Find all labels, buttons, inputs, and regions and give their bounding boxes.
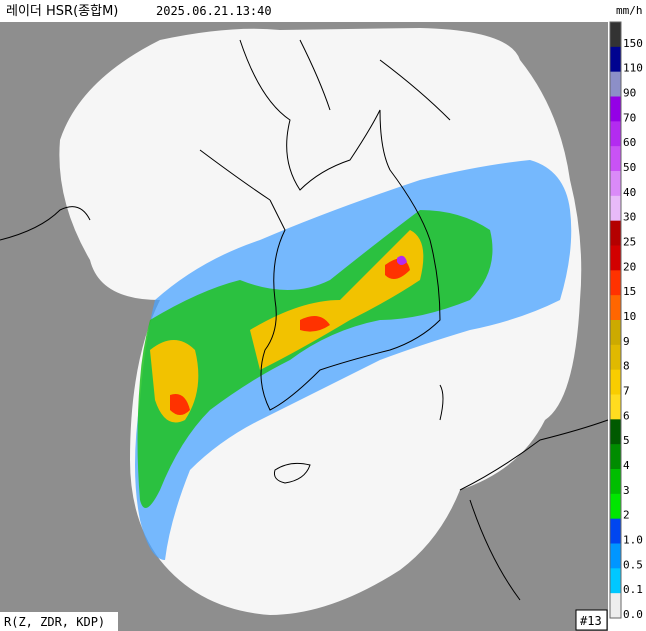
coastlines (0, 39, 609, 601)
legend-label: 10 (623, 310, 636, 323)
legend-label: 3 (623, 484, 630, 497)
legend-swatch (610, 518, 621, 544)
rain-extreme (397, 255, 407, 265)
legend-swatch (610, 543, 621, 569)
footer-variables: R(Z, ZDR, KDP) (4, 615, 105, 629)
legend-label: 110 (623, 62, 643, 75)
legend-label: 5 (623, 434, 630, 447)
legend-swatch (610, 295, 621, 321)
legend-swatch (610, 444, 621, 470)
legend-label: 15 (623, 285, 636, 298)
legend-swatch (610, 419, 621, 445)
header-bar (0, 0, 608, 22)
legend-label: 0.1 (623, 583, 643, 596)
legend-swatch (610, 568, 621, 594)
legend-swatch (610, 46, 621, 73)
legend-label: 20 (623, 260, 636, 273)
legend-swatch (610, 469, 621, 495)
legend-label: 70 (623, 111, 636, 124)
legend-label: 90 (623, 87, 636, 100)
legend-label: 7 (623, 385, 630, 398)
legend-swatch (610, 344, 621, 371)
legend-label: 30 (623, 211, 636, 224)
legend-label: 9 (623, 335, 630, 348)
legend-swatch (610, 96, 621, 122)
legend-label: 0.5 (623, 558, 643, 571)
legend-label: 2 (623, 509, 630, 522)
legend-label: 8 (623, 360, 630, 373)
legend-label: 50 (623, 161, 636, 174)
legend-swatch (610, 71, 621, 97)
legend-label: 4 (623, 459, 630, 472)
legend-unit: mm/h (616, 4, 643, 17)
legend-swatch (610, 270, 621, 296)
legend-label: 1.0 (623, 534, 643, 547)
legend-swatch (610, 593, 621, 619)
legend-swatch (610, 245, 621, 271)
title: 레이더 HSR(종합M) (6, 4, 118, 19)
legend-swatch (610, 146, 621, 172)
legend-swatch (610, 171, 621, 197)
legend-swatch (610, 22, 621, 48)
rain-heavy (150, 230, 424, 423)
legend-swatch (610, 394, 621, 420)
legend-swatch (610, 320, 621, 346)
legend-swatch (610, 121, 621, 147)
legend-label: 60 (623, 136, 636, 149)
rain-intense (170, 258, 410, 415)
legend-swatch (610, 493, 621, 520)
footer-tag: #13 (580, 614, 602, 628)
legend-label: 150 (623, 37, 643, 50)
timestamp: 2025.06.21.13:40 (156, 4, 272, 18)
radar-map (0, 22, 609, 631)
legend-swatch (610, 195, 621, 222)
legend-label: 0.0 (623, 608, 643, 621)
footer-box (0, 612, 118, 631)
legend-label: 6 (623, 409, 630, 422)
legend: 150 110 90 70 60 50 40 30 25 20 15 10 9 8 7 6 5 4 3 2 1.0 0.5… (609, 21, 643, 621)
legend-frame (609, 21, 622, 619)
legend-swatch (610, 369, 621, 395)
legend-label: 40 (623, 186, 636, 199)
tag-box (575, 609, 608, 631)
legend-label: 25 (623, 236, 636, 249)
legend-swatch (610, 220, 621, 246)
